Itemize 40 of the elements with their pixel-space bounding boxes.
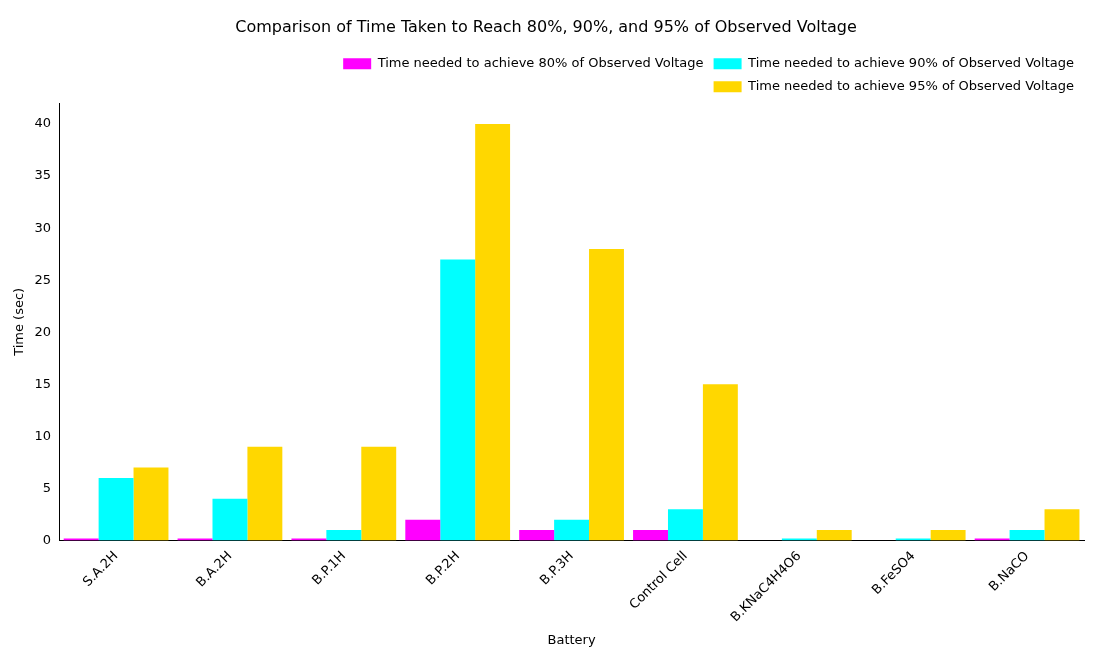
y-tick-label: 0 bbox=[42, 531, 52, 547]
y-tick-label: 20 bbox=[34, 323, 52, 339]
bar bbox=[405, 519, 441, 541]
bar bbox=[895, 538, 931, 541]
bar bbox=[589, 248, 624, 541]
bar bbox=[212, 498, 248, 541]
bar bbox=[974, 538, 1010, 541]
bar bbox=[440, 259, 476, 541]
bar bbox=[361, 446, 397, 541]
bar bbox=[177, 538, 213, 541]
y-tick-label: 30 bbox=[34, 219, 52, 235]
bar bbox=[1044, 509, 1080, 541]
chart-title: Comparison of Time Taken to Reach 80%, 90%, and 95% of Observed Voltage bbox=[235, 16, 857, 36]
y-tick-label: 15 bbox=[34, 375, 52, 391]
x-axis-title: Battery bbox=[547, 631, 596, 647]
y-tick-label: 25 bbox=[34, 271, 52, 287]
bar bbox=[554, 519, 590, 541]
bar bbox=[816, 530, 852, 541]
bar bbox=[519, 530, 555, 541]
y-tick-label: 35 bbox=[34, 167, 52, 183]
legend-label: Time needed to achieve 90% of Observed Voltage bbox=[747, 55, 1075, 71]
bar bbox=[633, 530, 668, 541]
bar bbox=[133, 467, 169, 541]
bar bbox=[326, 530, 362, 541]
bar bbox=[667, 509, 703, 541]
legend-label: Time needed to achieve 80% of Observed Voltage bbox=[376, 55, 704, 71]
bar bbox=[1009, 530, 1045, 541]
bar bbox=[475, 124, 511, 541]
y-tick-label: 10 bbox=[34, 427, 52, 443]
bar bbox=[98, 478, 134, 541]
bar bbox=[702, 384, 738, 541]
bar bbox=[291, 538, 327, 541]
y-tick-label: 40 bbox=[34, 115, 52, 131]
bar bbox=[247, 446, 283, 541]
y-tick-label: 5 bbox=[42, 479, 52, 495]
legend-label: Time needed to achieve 95% of Observed Voltage bbox=[747, 78, 1075, 94]
y-axis-title: Time (sec) bbox=[11, 287, 27, 357]
bar bbox=[781, 538, 817, 541]
bar bbox=[930, 530, 966, 541]
bar bbox=[63, 538, 99, 541]
